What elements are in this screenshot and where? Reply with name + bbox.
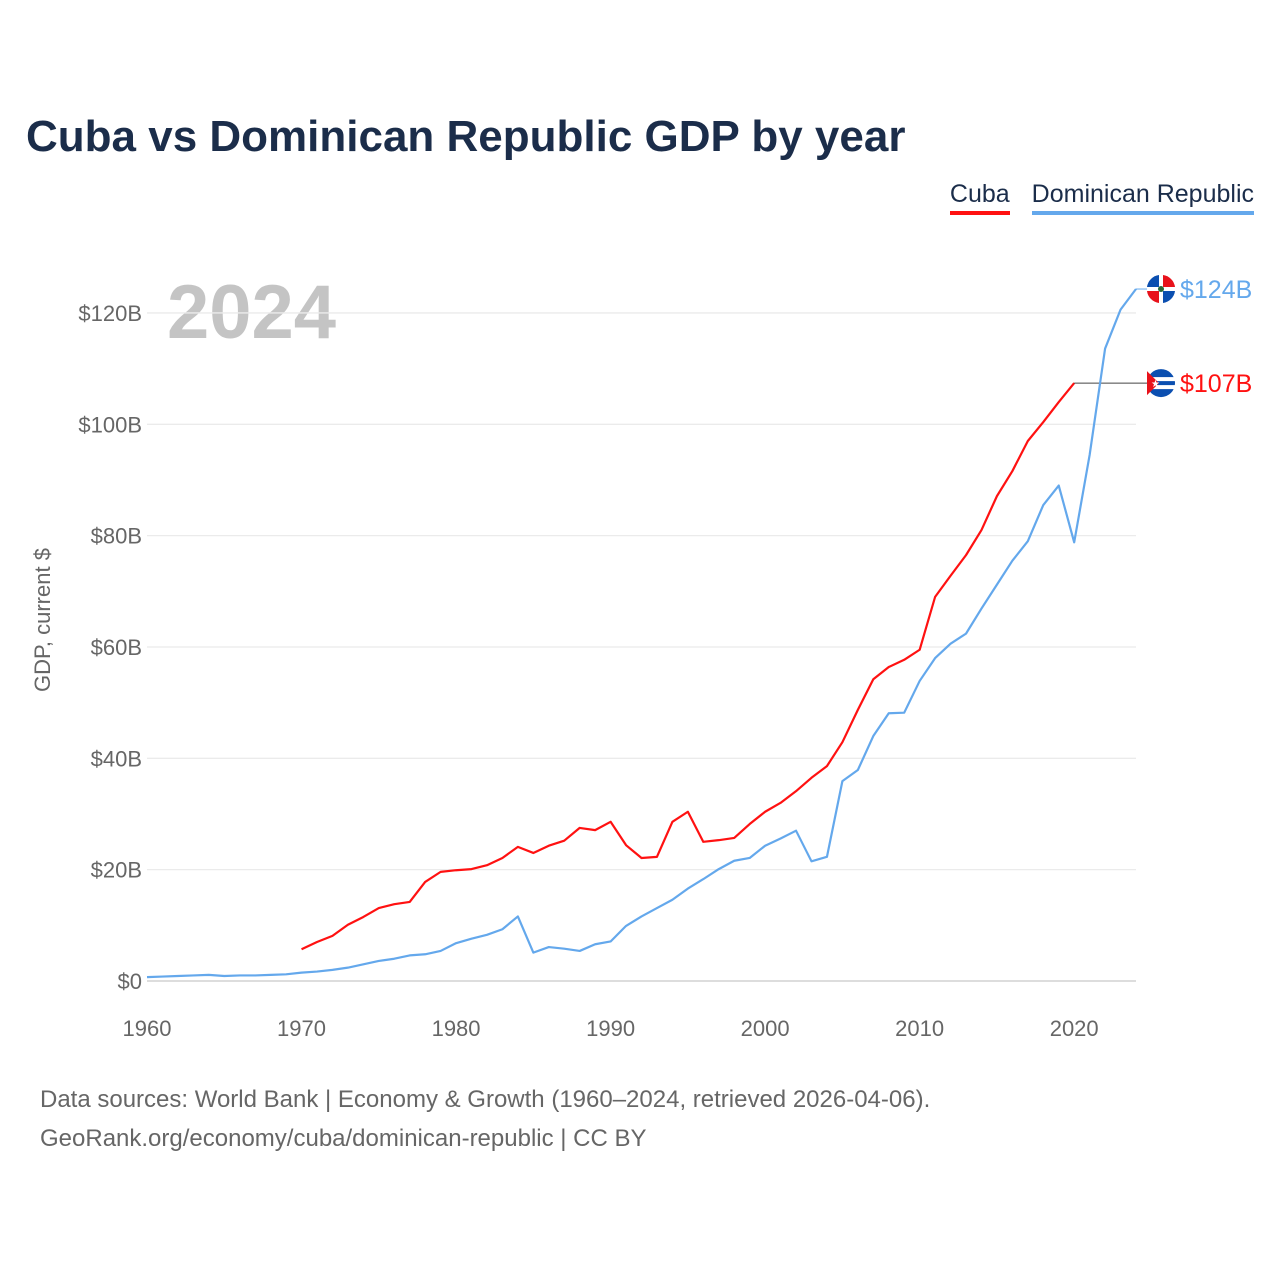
flag-star: ★ xyxy=(1151,379,1160,390)
x-tick-label: 1980 xyxy=(432,1016,481,1041)
y-tick-label: $40B xyxy=(91,746,142,771)
x-tick-label: 1960 xyxy=(123,1016,172,1041)
y-tick-label: $100B xyxy=(78,412,142,437)
x-tick-label: 2020 xyxy=(1050,1016,1099,1041)
y-tick-label: $80B xyxy=(91,524,142,549)
cuba-flag-icon xyxy=(1147,369,1175,398)
legend: Cuba Dominican Republic xyxy=(949,180,1254,215)
flag-stripe xyxy=(1147,377,1175,382)
flag-triangle xyxy=(1147,371,1159,396)
legend-item-dominican-republic[interactable]: Dominican Republic xyxy=(1031,180,1254,215)
flag-quarter xyxy=(1163,291,1175,304)
flag-stripe xyxy=(1147,385,1175,390)
y-tick-label: $60B xyxy=(91,635,142,660)
chart-title: Cuba vs Dominican Republic GDP by year xyxy=(26,112,906,161)
end-value-label: $124B xyxy=(1180,276,1252,304)
y-tick-label: $0 xyxy=(118,969,142,994)
flag-quarter xyxy=(1147,275,1159,288)
x-tick-label: 1990 xyxy=(586,1016,635,1041)
series-line-dominican-republic xyxy=(146,288,1137,979)
y-tick-label: $20B xyxy=(91,858,142,883)
y-axis-label: GDP, current $ xyxy=(30,548,55,692)
x-tick-label: 2000 xyxy=(741,1016,790,1041)
x-tick-label: 2010 xyxy=(895,1016,944,1041)
end-value-label: $107B xyxy=(1180,370,1252,398)
legend-item-cuba[interactable]: Cuba xyxy=(949,180,1010,215)
source-note: Data sources: World Bank | Economy & Gro… xyxy=(40,1086,931,1113)
flag-emblem xyxy=(1158,286,1164,293)
source-url: GeoRank.org/economy/cuba/dominican-repub… xyxy=(40,1125,647,1152)
series-line-cuba xyxy=(301,382,1076,951)
y-tick-label: $120B xyxy=(78,301,142,326)
flag-quarter xyxy=(1163,275,1175,288)
x-tick-label: 1970 xyxy=(277,1016,326,1041)
flag-quarter xyxy=(1147,291,1159,304)
